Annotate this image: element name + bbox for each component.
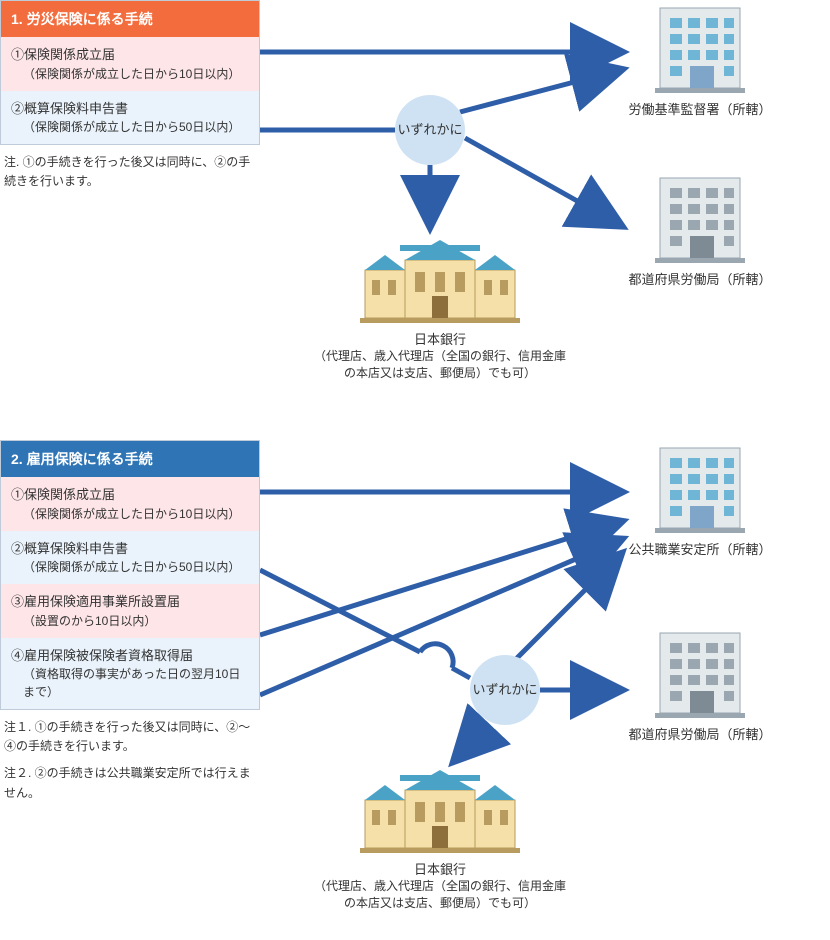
dest-peso: 公共職業安定所（所轄）	[625, 440, 775, 558]
dest-lsio-label: 労働基準監督署（所轄）	[625, 99, 775, 118]
dest-boj-1-label: 日本銀行	[310, 329, 570, 348]
dest-boj-2: 日本銀行 （代理店、歳入代理店（全国の銀行、信用金庫の本店又は支店、郵便局）でも…	[310, 760, 570, 912]
dest-boj-1: 日本銀行 （代理店、歳入代理店（全国の銀行、信用金庫の本店又は支店、郵便局）でも…	[310, 230, 570, 382]
section-1-box: 1. 労災保険に係る手続 ①保険関係成立届 （保険関係が成立した日から10日以内…	[0, 0, 260, 145]
s1-item-1-sub: （保険関係が成立した日から10日以内）	[11, 65, 249, 83]
dest-lsio: 労働基準監督署（所轄）	[625, 0, 775, 118]
office-building-icon	[640, 625, 760, 720]
section-2-box: 2. 雇用保険に係る手続 ①保険関係成立届 （保険関係が成立した日から10日以内…	[0, 440, 260, 710]
section-1-title: 1. 労災保険に係る手続	[1, 1, 259, 37]
dest-plb-1: 都道府県労働局（所轄）	[625, 170, 775, 288]
office-building-icon	[640, 0, 760, 95]
s2-circle: いずれかに	[470, 655, 540, 725]
s2-item-4-sub: （資格取得の事実があった日の翌月10日まで）	[11, 665, 249, 701]
s2-item-2-title: ②概算保険料申告書	[11, 539, 249, 559]
dest-boj-1-caption: （代理店、歳入代理店（全国の銀行、信用金庫の本店又は支店、郵便局）でも可）	[310, 348, 570, 382]
s2-item-1: ①保険関係成立届 （保険関係が成立した日から10日以内）	[1, 477, 259, 531]
s2-item-4-title: ④雇用保険被保険者資格取得届	[11, 646, 249, 666]
dest-boj-2-caption: （代理店、歳入代理店（全国の銀行、信用金庫の本店又は支店、郵便局）でも可）	[310, 878, 570, 912]
s1-note: 注. ①の手続きを行った後又は同時に、②の手続きを行います。	[0, 153, 260, 191]
section-1-diagram: 1. 労災保険に係る手続 ①保険関係成立届 （保険関係が成立した日から10日以内…	[0, 0, 830, 440]
s2-item-4: ④雇用保険被保険者資格取得届 （資格取得の事実があった日の翌月10日まで）	[1, 638, 259, 710]
s2-item-1-sub: （保険関係が成立した日から10日以内）	[11, 505, 249, 523]
s1-item-1: ①保険関係成立届 （保険関係が成立した日から10日以内）	[1, 37, 259, 91]
s2-item-1-title: ①保険関係成立届	[11, 485, 249, 505]
s2-item-3-sub: （設置のから10日以内）	[11, 612, 249, 630]
s2-note-2: 注２. ②の手続きは公共職業安定所では行えません。	[0, 764, 260, 802]
bank-building-icon	[350, 230, 530, 325]
s1-item-2: ②概算保険料申告書 （保険関係が成立した日から50日以内）	[1, 91, 259, 145]
dest-peso-label: 公共職業安定所（所轄）	[625, 539, 775, 558]
s1-item-2-sub: （保険関係が成立した日から50日以内）	[11, 118, 249, 136]
dest-boj-2-label: 日本銀行	[310, 859, 570, 878]
s2-item-3: ③雇用保険適用事業所設置届 （設置のから10日以内）	[1, 584, 259, 638]
section-2-diagram: 2. 雇用保険に係る手続 ①保険関係成立届 （保険関係が成立した日から10日以内…	[0, 440, 830, 930]
s2-item-3-title: ③雇用保険適用事業所設置届	[11, 592, 249, 612]
s2-item-2: ②概算保険料申告書 （保険関係が成立した日から50日以内）	[1, 531, 259, 585]
s1-item-1-title: ①保険関係成立届	[11, 45, 249, 65]
dest-plb-1-label: 都道府県労働局（所轄）	[625, 269, 775, 288]
s2-item-2-sub: （保険関係が成立した日から50日以内）	[11, 558, 249, 576]
s1-item-2-title: ②概算保険料申告書	[11, 99, 249, 119]
section-2-title: 2. 雇用保険に係る手続	[1, 441, 259, 477]
dest-plb-2: 都道府県労働局（所轄）	[625, 625, 775, 743]
bank-building-icon	[350, 760, 530, 855]
dest-plb-2-label: 都道府県労働局（所轄）	[625, 724, 775, 743]
office-building-icon	[640, 170, 760, 265]
office-building-icon	[640, 440, 760, 535]
s2-note-1: 注１. ①の手続きを行った後又は同時に、②～④の手続きを行います。	[0, 718, 260, 756]
s1-circle: いずれかに	[395, 95, 465, 165]
